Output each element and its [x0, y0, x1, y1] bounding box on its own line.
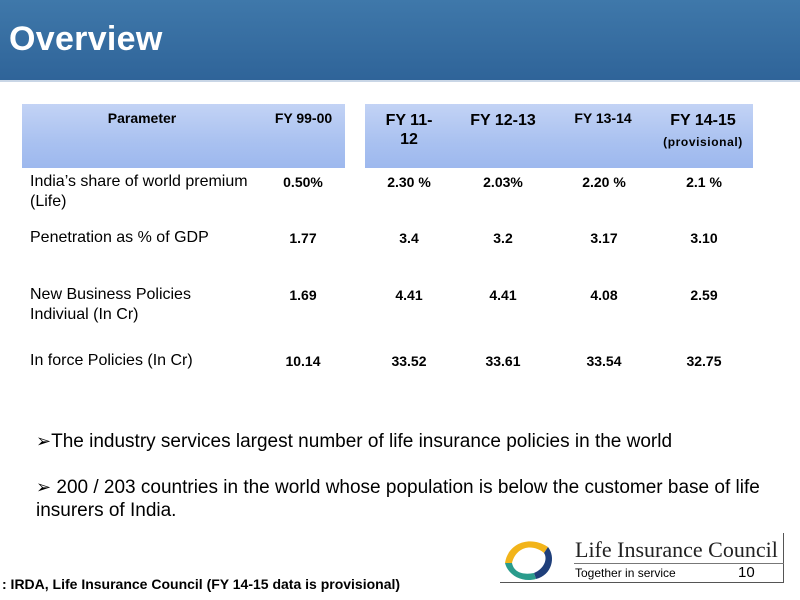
logo-name: Life Insurance Council [575, 537, 778, 562]
column-header-fy14-15-label: FY 14-15 [670, 112, 736, 129]
table-cell: 4.41 [489, 287, 517, 303]
column-header-parameter: Parameter [107, 110, 177, 126]
bullet-text: 200 / 203 countries in the world whose p… [36, 477, 781, 521]
table-cell: 3.4 [399, 230, 419, 246]
table-cell: 3.2 [493, 230, 513, 246]
row-label: Penetration as % of GDP [30, 229, 209, 246]
table-cell: 33.54 [586, 353, 622, 369]
table-cell: 0.50% [283, 174, 323, 190]
table-cell: 2.30 % [387, 174, 431, 190]
bullet-point: ➢ 200 / 203 countries in the world whose… [36, 476, 776, 522]
table-cell: 4.41 [395, 287, 423, 303]
row-label: New Business Policies Indiviual (In Cr) [30, 286, 191, 323]
table-cell: 2.20 % [582, 174, 626, 190]
table-cell: 1.69 [289, 287, 317, 303]
table-cell: 2.1 % [686, 174, 722, 190]
logo-divider [574, 563, 784, 564]
life-insurance-council-logo-icon [505, 541, 552, 581]
table-cell: 2.59 [690, 287, 718, 303]
table-cell: 3.10 [690, 230, 718, 246]
bullet-text: The industry services largest number of … [51, 431, 673, 452]
table-cell: 2.03% [483, 174, 523, 190]
bullet-point: ➢The industry services largest number of… [36, 430, 756, 453]
page-number: 10 [738, 564, 755, 581]
logo-frame [500, 533, 784, 583]
table-cell: 33.52 [391, 353, 427, 369]
source-note: : IRDA, Life Insurance Council (FY 14-15… [2, 576, 401, 592]
column-header-fy12-13: FY 12-13 [470, 112, 536, 129]
table-cell: 33.61 [485, 353, 521, 369]
table-header-left [22, 104, 345, 168]
title-banner: Overview [0, 0, 800, 82]
row-label: In force Policies (In Cr) [30, 352, 193, 369]
page-title: Overview [9, 20, 163, 58]
column-header-fy11-12: FY 11- 12 [385, 112, 433, 148]
table-cell: 3.17 [590, 230, 618, 246]
logo-tagline: Together in service [575, 566, 676, 580]
column-header-fy14-15: FY 14-15 (provisional) [653, 111, 753, 152]
bullet-arrow-icon: ➢ [36, 477, 52, 497]
row-label: India’s share of world premium (Life) [30, 173, 248, 210]
table-cell: 4.08 [590, 287, 618, 303]
bullet-arrow-icon: ➢ [36, 431, 52, 451]
table-cell: 10.14 [285, 353, 321, 369]
table-header-right [365, 104, 753, 168]
column-header-fy14-15-note: (provisional) [663, 135, 743, 149]
column-header-fy13-14: FY 13-14 [574, 110, 632, 126]
table-cell: 32.75 [686, 353, 722, 369]
column-header-fy99-00: FY 99-00 [274, 110, 333, 126]
table-cell: 1.77 [289, 230, 317, 246]
